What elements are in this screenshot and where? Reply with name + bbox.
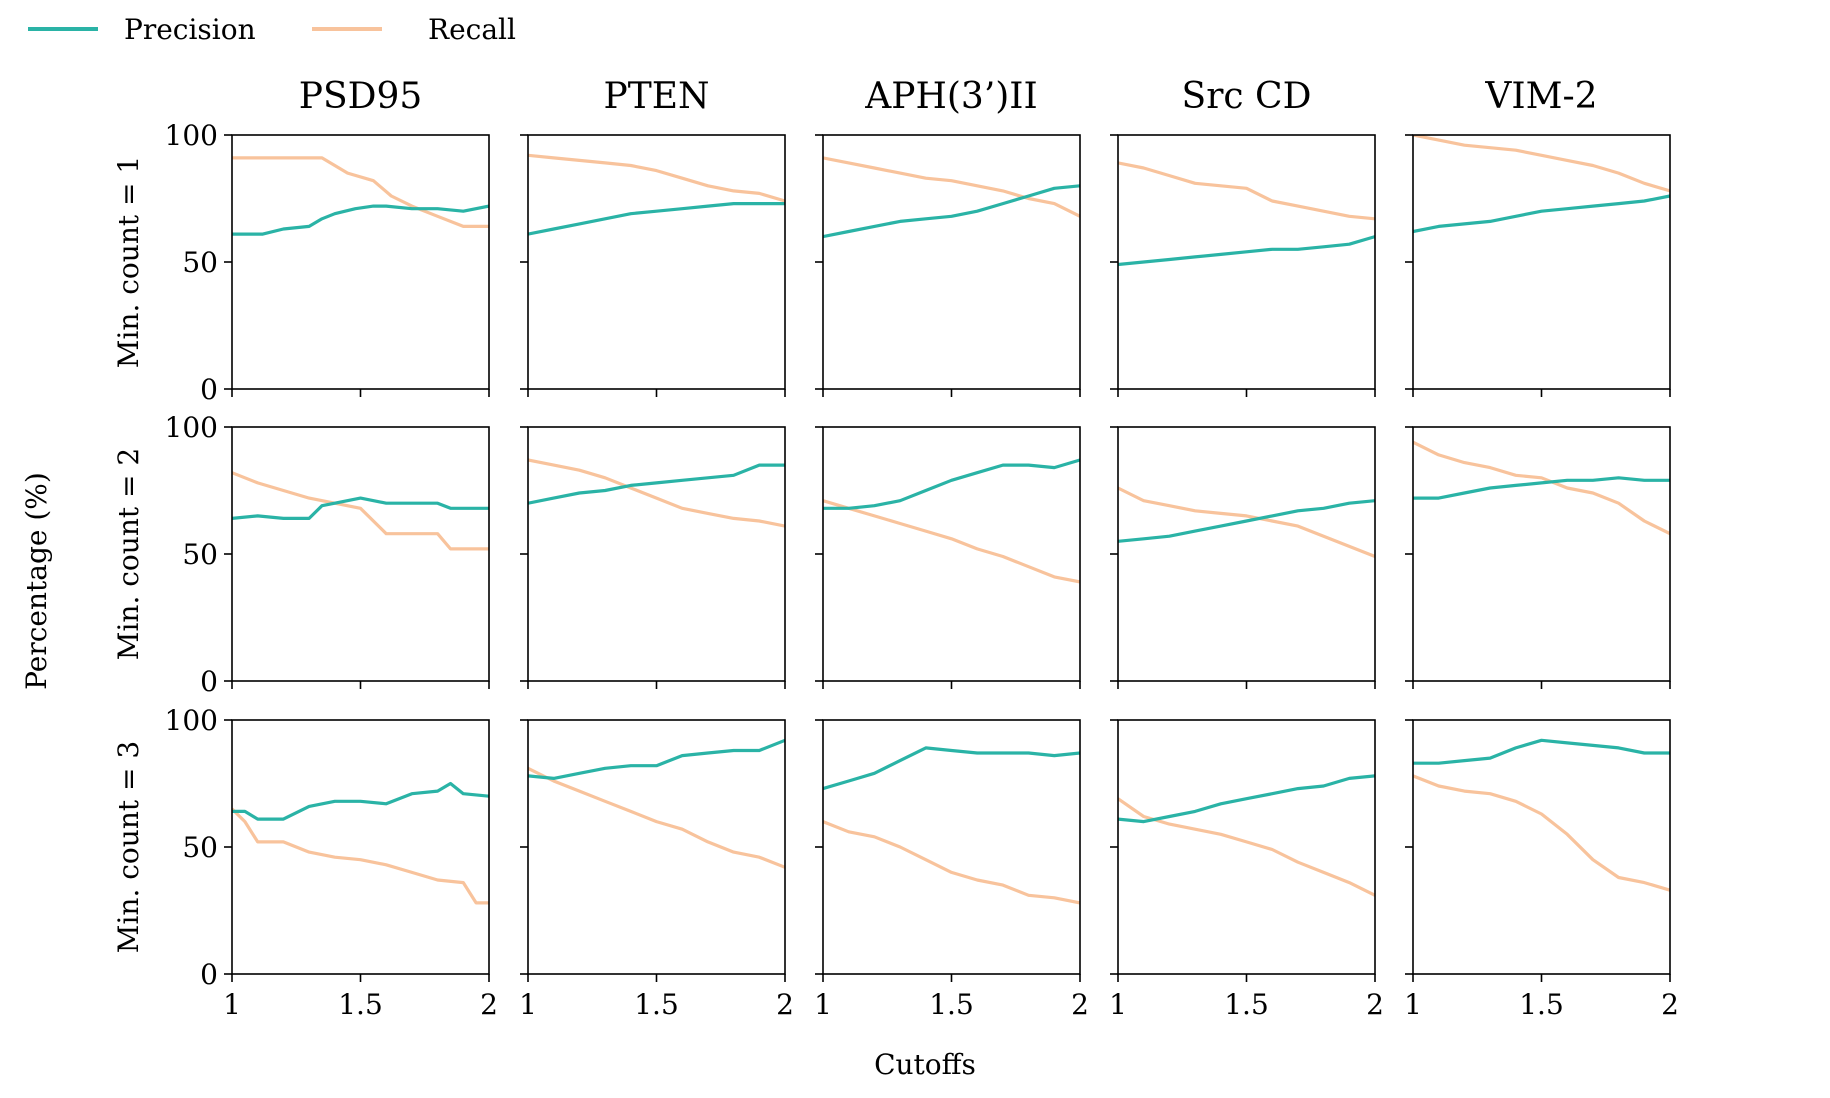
panel-r1-c4: Src CD <box>1110 76 1376 397</box>
x-tick-label: 2 <box>1366 988 1384 1021</box>
axes-frame <box>231 134 490 390</box>
axes-frame <box>1412 426 1671 682</box>
y-tick-label: 50 <box>182 831 218 864</box>
x-tick-label: 2 <box>776 988 794 1021</box>
row-label: Min. count = 2 <box>112 448 145 660</box>
panel-r2-c2 <box>520 426 786 689</box>
axes-frame <box>1412 134 1671 390</box>
column-title: PSD95 <box>299 76 423 117</box>
panel-r3-c1: 0 50 100 1 1.5 2 Min. count = 3 <box>112 704 498 1021</box>
x-tick-label: 1 <box>519 988 537 1021</box>
x-tick-label: 2 <box>1661 988 1679 1021</box>
recall-line <box>1118 161 1375 221</box>
precision-line <box>1413 476 1670 500</box>
panel-r1-c2: PTEN <box>520 76 786 397</box>
y-tick-label: 100 <box>165 119 218 152</box>
recall-line <box>528 153 785 203</box>
y-tick-label: 50 <box>182 538 218 571</box>
axes-frame <box>1117 426 1376 682</box>
y-axis-label: Percentage (%) <box>20 472 53 690</box>
x-tick-label: 1 <box>223 988 241 1021</box>
recall-line <box>823 156 1080 218</box>
panel-r1-c5: VIM-2 <box>1405 76 1671 397</box>
panel-r3-c4: 1 1.5 2 <box>1109 719 1384 1021</box>
x-axis-label: Cutoffs <box>874 1048 976 1081</box>
panel-r3-c2: 1 1.5 2 <box>519 719 794 1021</box>
column-title: Src CD <box>1182 76 1312 117</box>
precision-line <box>823 458 1080 510</box>
recall-line <box>528 458 785 528</box>
legend: Precision Recall <box>28 13 516 46</box>
panel-r1-c3: APH(3’)II <box>815 76 1081 397</box>
column-title: APH(3’)II <box>864 76 1038 117</box>
precision-line <box>823 184 1080 239</box>
recall-line <box>1413 774 1670 892</box>
recall-line <box>232 471 489 551</box>
precision-line <box>528 738 785 781</box>
column-title: PTEN <box>603 76 709 117</box>
panel-r1-c1: 0 50 100 PSD95 Min. count = 1 <box>112 76 490 406</box>
y-tick-label: 100 <box>165 411 218 444</box>
y-tick-label: 0 <box>200 958 218 991</box>
precision-line <box>1118 235 1375 267</box>
axes-frame <box>231 719 490 975</box>
panel-r3-c3: 1 1.5 2 <box>814 719 1089 1021</box>
x-tick-label: 1 <box>1109 988 1127 1021</box>
recall-line <box>823 820 1080 905</box>
x-tick-label: 1.5 <box>929 988 974 1021</box>
axes-frame <box>527 719 786 975</box>
recall-line <box>232 156 489 228</box>
y-tick-label: 50 <box>182 246 218 279</box>
precision-line <box>823 746 1080 791</box>
recall-line <box>528 766 785 869</box>
recall-line <box>823 499 1080 584</box>
axes-frame <box>822 719 1081 975</box>
precision-line <box>232 496 489 521</box>
y-tick-label: 0 <box>200 373 218 406</box>
column-title: VIM-2 <box>1484 76 1597 117</box>
precision-line <box>528 463 785 505</box>
row-label: Min. count = 1 <box>112 156 145 368</box>
panel-r2-c1: 0 50 100 Min. count = 2 <box>112 411 490 698</box>
y-tick-label: 0 <box>200 665 218 698</box>
precision-line <box>1118 499 1375 543</box>
recall-line <box>232 807 489 905</box>
legend-label-precision: Precision <box>124 13 256 46</box>
recall-line <box>1118 797 1375 897</box>
panel-r3-c5: 1 1.5 2 <box>1404 719 1679 1021</box>
x-tick-label: 1.5 <box>634 988 679 1021</box>
axes-frame <box>527 426 786 682</box>
axes-frame <box>1412 719 1671 975</box>
axes-frame <box>822 134 1081 390</box>
x-tick-label: 1.5 <box>1224 988 1269 1021</box>
precision-line <box>1118 774 1375 824</box>
x-tick-label: 1.5 <box>338 988 383 1021</box>
recall-line <box>1413 440 1670 536</box>
precision-line <box>232 204 489 236</box>
x-tick-label: 1 <box>1404 988 1422 1021</box>
precision-line <box>1413 738 1670 765</box>
x-tick-label: 1 <box>814 988 832 1021</box>
x-tick-label: 2 <box>480 988 498 1021</box>
axes-frame <box>231 426 490 682</box>
recall-line <box>1118 486 1375 558</box>
recall-line <box>1413 135 1670 193</box>
panel-r2-c4 <box>1110 426 1376 689</box>
row-label: Min. count = 3 <box>112 741 145 953</box>
x-tick-label: 1.5 <box>1519 988 1564 1021</box>
panel-r2-c3 <box>815 426 1081 689</box>
axes-frame <box>527 134 786 390</box>
y-tick-label: 100 <box>165 704 218 737</box>
precision-line <box>1413 194 1670 234</box>
axes-frame <box>1117 719 1376 975</box>
precision-line <box>232 781 489 821</box>
panel-r2-c5 <box>1405 426 1671 689</box>
precision-line <box>528 202 785 236</box>
x-tick-label: 2 <box>1071 988 1089 1021</box>
legend-label-recall: Recall <box>428 13 516 46</box>
